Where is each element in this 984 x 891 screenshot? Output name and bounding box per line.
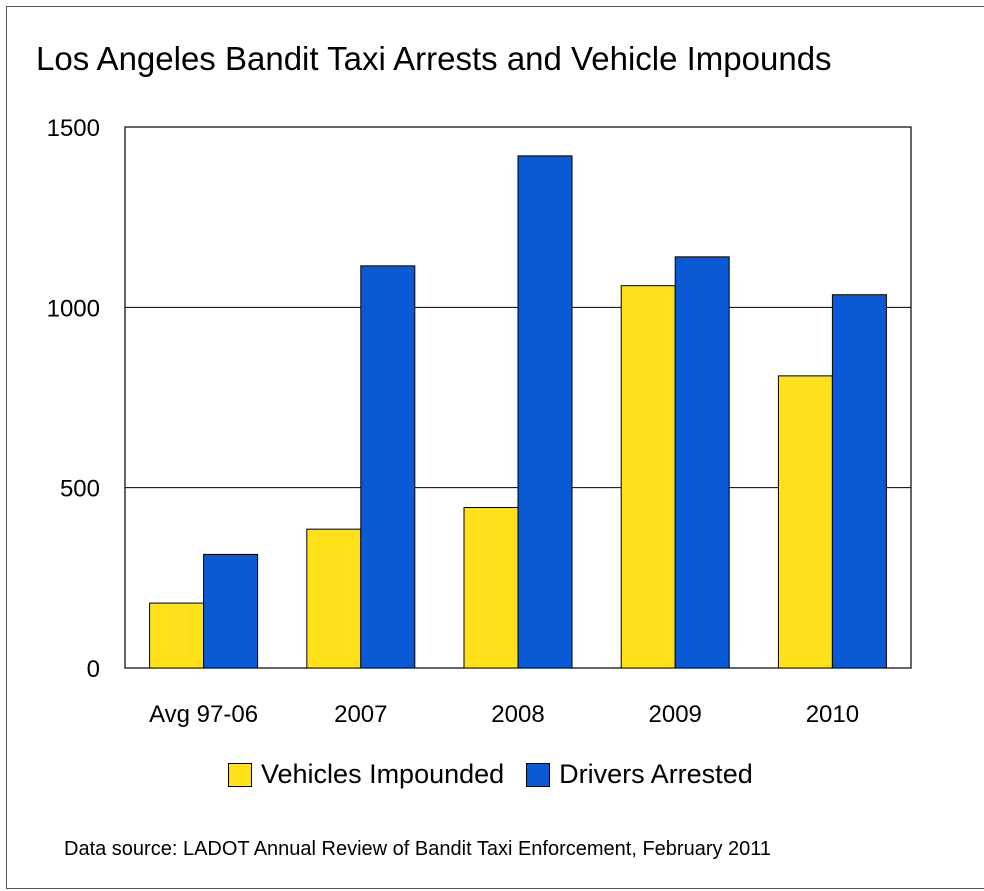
legend-swatch-vehicles-impounded <box>228 762 252 787</box>
bar-drivers-arrested-2010 <box>831 294 887 669</box>
x-tick-label: Avg 97-06 <box>149 701 258 728</box>
bar-vehicles-impounded-2008 <box>463 507 519 669</box>
x-tick-label: 2007 <box>334 701 387 728</box>
x-tick-label: 2008 <box>491 701 544 728</box>
y-tick-label: 500 <box>60 476 100 503</box>
bar-drivers-arrested-2008 <box>517 155 573 669</box>
y-axis-ticks: 0 500 1000 1500 <box>47 115 100 683</box>
chart-title: Los Angeles Bandit Taxi Arrests and Vehi… <box>36 40 832 77</box>
y-tick-label: 0 <box>87 656 100 683</box>
x-tick-label: 2010 <box>806 701 859 728</box>
bars <box>149 155 887 669</box>
legend-item-vehicles-impounded: Vehicles Impounded <box>228 759 504 790</box>
legend: Vehicles Impounded Drivers Arrested <box>228 759 775 790</box>
data-source-note: Data source: LADOT Annual Review of Band… <box>64 838 772 860</box>
bar-vehicles-impounded-2010 <box>777 375 833 669</box>
legend-swatch-drivers-arrested <box>526 762 551 787</box>
bar-vehicles-impounded-avg-97-06 <box>149 602 205 669</box>
x-axis-ticks: Avg 97-06 2007 2008 2009 2010 <box>149 701 859 728</box>
legend-item-drivers-arrested: Drivers Arrested <box>526 759 753 790</box>
y-tick-label: 1000 <box>47 295 100 322</box>
legend-label-vehicles-impounded: Vehicles Impounded <box>261 759 505 789</box>
bar-drivers-arrested-2007 <box>360 265 416 669</box>
bar-drivers-arrested-2009 <box>674 256 730 669</box>
x-tick-label: 2009 <box>649 701 702 728</box>
bar-drivers-arrested-avg-97-06 <box>203 553 259 669</box>
bar-vehicles-impounded-2007 <box>306 528 362 669</box>
legend-label-drivers-arrested: Drivers Arrested <box>559 759 753 789</box>
y-tick-label: 1500 <box>47 115 100 142</box>
bar-vehicles-impounded-2009 <box>620 285 676 669</box>
